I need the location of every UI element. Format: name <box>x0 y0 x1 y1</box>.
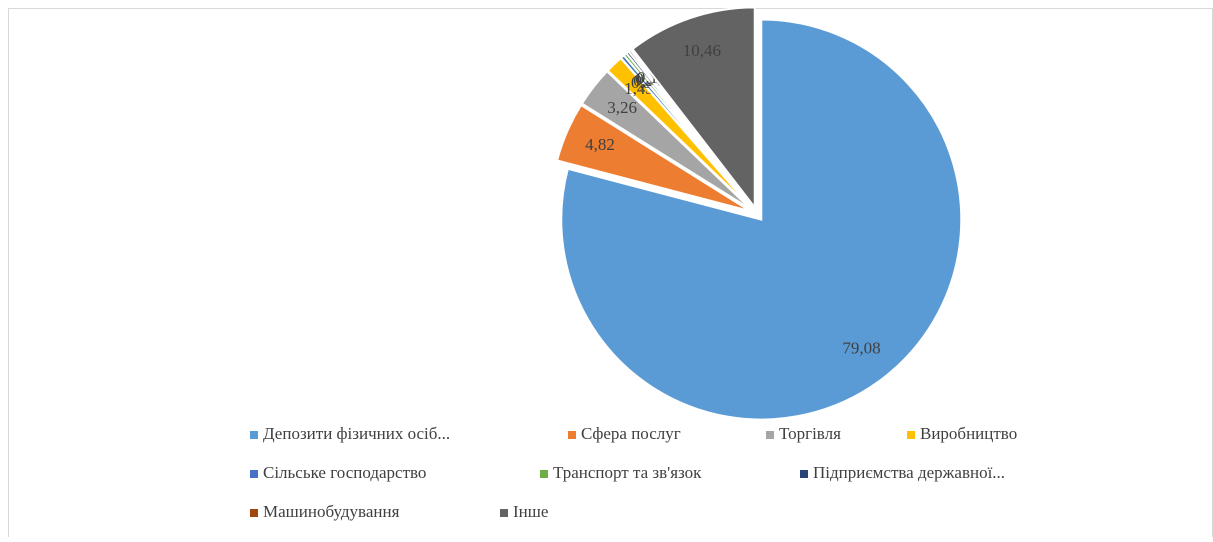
data-label: 79,08 <box>842 338 880 357</box>
legend-label: Депозити фізичних осіб... <box>263 424 450 443</box>
data-label: 3,26 <box>607 98 637 117</box>
legend-swatch <box>250 431 258 439</box>
legend-swatch <box>250 470 258 478</box>
legend-swatch <box>907 431 915 439</box>
legend-swatch <box>540 470 548 478</box>
pie-slice <box>631 6 756 211</box>
legend-label: Підприємства державної... <box>813 463 1005 482</box>
pie-slice <box>580 69 753 211</box>
legend-swatch <box>500 509 508 517</box>
legend-label: Сільське господарство <box>263 463 426 482</box>
legend-swatch <box>250 509 258 517</box>
legend-swatch <box>800 470 808 478</box>
legend-label: Виробництво <box>920 424 1017 443</box>
legend-swatch <box>766 431 774 439</box>
pie-slice <box>560 18 963 421</box>
legend-label: Інше <box>513 502 548 521</box>
legend-label: Торгівля <box>779 424 841 443</box>
legend-label: Машинобудування <box>263 502 400 521</box>
pie-slice <box>627 48 754 210</box>
data-label: 4,82 <box>585 135 615 154</box>
legend-swatch <box>568 431 576 439</box>
data-label: 10,46 <box>683 41 721 60</box>
pie-slice <box>555 103 752 213</box>
legend-label: Транспорт та зв'язок <box>553 463 702 482</box>
legend-label: Сфера послуг <box>581 424 681 443</box>
